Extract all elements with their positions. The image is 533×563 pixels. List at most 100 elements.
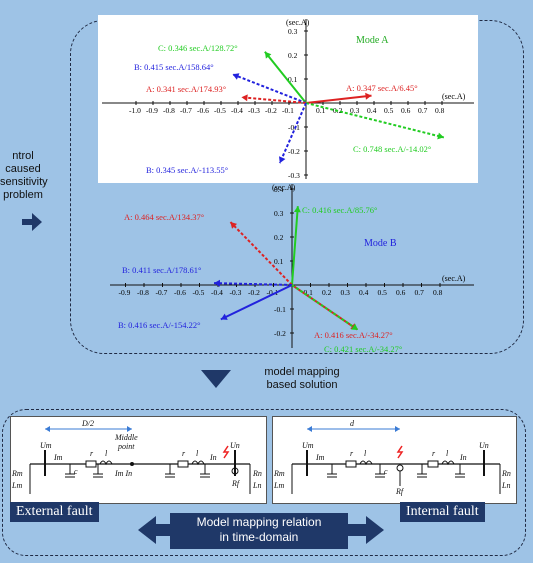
phasor-arrowhead [241, 94, 248, 102]
mid-note-line2: based solution [266, 379, 338, 391]
phasor-arrow [229, 221, 293, 286]
model-mapping-relation: Model mapping relation in time-domain [170, 513, 348, 549]
ext-middle: Middle [114, 433, 138, 442]
mid-note-line1: model mapping [264, 366, 340, 378]
x-tick-label: -0.6 [197, 106, 209, 115]
side-note-line3: problem [3, 189, 43, 201]
x-tick-label: 0.5 [384, 106, 394, 115]
phasor-arrow [305, 94, 372, 104]
ext-lm: Lm [11, 481, 22, 490]
y-tick-label: 0.4 [274, 185, 284, 194]
ext-l2: l [196, 449, 199, 458]
phasor-arrowhead [230, 221, 238, 229]
ext-in: In [209, 453, 217, 462]
x-tick-label: 0.6 [396, 288, 406, 297]
external-fault-label: External fault [10, 502, 99, 522]
ext-un: Un [230, 441, 240, 450]
x-tick-label: -0.4 [231, 106, 243, 115]
y-tick-label: 0.3 [288, 27, 298, 36]
int-im: Im [315, 453, 325, 462]
phasor-arrowhead [232, 73, 240, 80]
phasor-arrowhead [278, 156, 286, 164]
x-tick-label: -0.8 [137, 288, 149, 297]
ext-rf: Rf [231, 479, 241, 488]
y-tick-label: 0.2 [288, 51, 298, 60]
int-l2: l [446, 449, 449, 458]
relation-line1: Model mapping relation [196, 515, 322, 529]
x-tick-label: -0.7 [156, 288, 168, 297]
side-note-line1: ntrol caused [5, 150, 41, 175]
int-ln: Ln [501, 481, 510, 490]
x-tick-label: 0.8 [433, 288, 443, 297]
x-tick-label: -0.2 [248, 288, 260, 297]
right-arrow-icon [22, 213, 42, 231]
ext-r2: r [182, 449, 186, 458]
x-tick-label: -1.0 [129, 106, 141, 115]
y-tick-label: 0.1 [288, 75, 298, 84]
mode-b-phasor-plot: (sec.A) (sec.A) Mode B -0.9 -0.8 -0.7 -0.6 -0.5… [110, 183, 474, 362]
int-r2: r [432, 449, 436, 458]
x-tick-label: 0.1 [316, 106, 326, 115]
plot-title: Mode A [356, 35, 389, 46]
phasor-label: B: 0.411 sec.A/178.61° [122, 265, 201, 275]
phasor-label: B: 0.345 sec.A/-113.55° [146, 165, 228, 175]
x-axis-label: (sec.A) [442, 274, 466, 283]
int-rf: Rf [395, 487, 405, 496]
int-lm: Lm [273, 481, 284, 490]
x-tick-label: -0.4 [211, 288, 223, 297]
int-r1: r [350, 449, 354, 458]
int-rn: Rn [501, 469, 511, 478]
ext-d-label: D/2 [81, 419, 94, 428]
x-tick-label: 0.1 [304, 288, 314, 297]
phasor-arrowhead [220, 313, 228, 320]
phasor-arrow [291, 284, 359, 331]
ext-im-in: Im In [114, 469, 132, 478]
phasor-arrowhead [365, 92, 372, 100]
y-tick-label: -0.2 [288, 147, 300, 156]
mid-note: model mapping based solution [232, 366, 372, 392]
ext-point: point [117, 442, 135, 451]
x-tick-label: 0.2 [322, 288, 332, 297]
phasor-arrow [278, 102, 307, 164]
phasor-arrow [291, 206, 299, 286]
ext-rn: Rn [252, 469, 262, 478]
relation-line2: in time-domain [219, 530, 299, 544]
phasor-arrow [213, 282, 293, 286]
x-tick-label: -0.6 [174, 288, 186, 297]
ext-c1: c [74, 467, 78, 476]
ext-ln: Ln [252, 481, 261, 490]
phasor-label: A: 0.341 sec.A/174.93° [146, 84, 226, 94]
int-un: Un [479, 441, 489, 450]
x-tick-label: 0.7 [418, 106, 428, 115]
x-tick-label: -0.1 [282, 106, 294, 115]
phasor-label: C: 0.346 sec.A/128.72° [158, 43, 238, 53]
x-tick-label: 0.3 [341, 288, 351, 297]
phasor-arrowhead [213, 279, 221, 287]
int-in: In [459, 453, 467, 462]
int-l1: l [364, 449, 367, 458]
phasor-label: A: 0.464 sec.A/134.37° [124, 212, 204, 222]
x-tick-label: 0.4 [367, 106, 377, 115]
mode-a-phasor-plot: (sec.A) (sec.A) Mode A -1.0 -0.9 -0.8 -0.7 -0.6… [102, 18, 474, 180]
ext-um: Um [40, 441, 52, 450]
phasor-label: A: 0.347 sec.A/6.45° [346, 83, 418, 93]
x-tick-label: 0.4 [359, 288, 369, 297]
x-tick-label: 0.8 [435, 106, 445, 115]
x-tick-label: -0.3 [248, 106, 260, 115]
down-arrow-icon [201, 370, 231, 388]
y-tick-label: -0.3 [288, 171, 300, 180]
external-fault-circuit: D/2 Um Un Im In r l r l c Middle point I… [10, 416, 267, 504]
x-tick-label: -0.9 [119, 288, 131, 297]
phasor-arrow [264, 51, 307, 104]
phasor-arrow [220, 284, 293, 321]
side-note: ntrol caused sensitivity problem [0, 150, 48, 202]
phasor-label: B: 0.416 sec.A/-154.22° [118, 320, 201, 330]
y-axis-label: (sec.A) [286, 18, 310, 27]
phasor-label: C: 0.421 sec.A/-34.27° [324, 344, 402, 352]
y-tick-label: -0.1 [274, 305, 286, 314]
x-tick-label: -0.1 [267, 288, 279, 297]
y-tick-label: 0.1 [274, 257, 284, 266]
ext-im: Im [53, 453, 63, 462]
int-um: Um [302, 441, 314, 450]
x-tick-label: 0.6 [401, 106, 411, 115]
